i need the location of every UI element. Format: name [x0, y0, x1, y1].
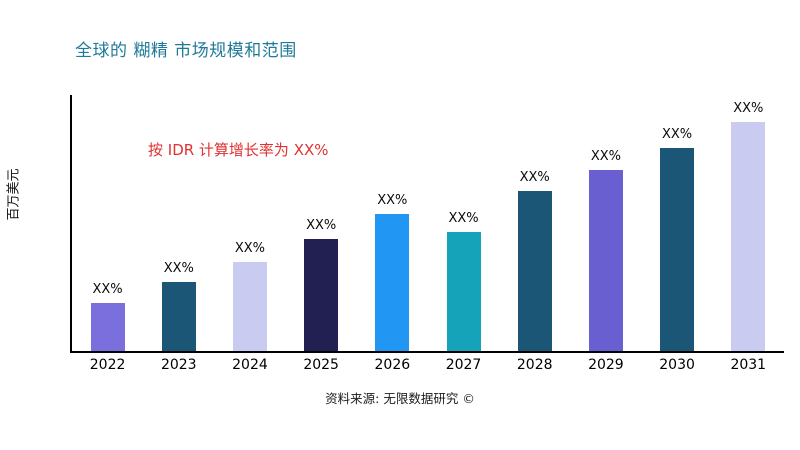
x-tick-2025: 2025: [303, 357, 339, 373]
x-tick-2022: 2022: [89, 357, 126, 373]
y-axis-label: 百万美元: [6, 168, 22, 221]
bar: [161, 282, 196, 351]
bar-value-label: XX%: [377, 193, 408, 208]
plot-area: 按 IDR 计算增长率为 XX% XX% XX% XX% XX% XX% XX% XX% XX…: [70, 95, 784, 353]
x-tick-2023: 2023: [160, 357, 197, 373]
bar: [731, 122, 766, 351]
bar: [304, 239, 339, 351]
bar-value-label: XX%: [662, 127, 693, 142]
x-tick-2028: 2028: [516, 357, 553, 373]
x-tick-2024: 2024: [232, 357, 268, 373]
bar-group-2026: XX%: [357, 193, 428, 351]
bar-group-2025: XX%: [286, 218, 357, 351]
x-tick-2029: 2029: [588, 357, 624, 373]
bar: [660, 148, 695, 351]
chart-title: 全球的 糊精 市场规模和范围: [75, 41, 297, 61]
bar-value-label: XX%: [590, 149, 621, 164]
bar-value-label: XX%: [92, 282, 123, 297]
growth-annotation: 按 IDR 计算增长率为 XX%: [148, 141, 329, 159]
bar-value-label: XX%: [733, 101, 764, 116]
x-axis-ticks: 2022 2023 2024 2025 2026 2027 2028 2029 2030 2031: [72, 357, 784, 373]
bar-group-2031: XX%: [713, 101, 784, 351]
bar: [588, 170, 623, 351]
bar: [375, 214, 410, 351]
bar: [446, 232, 481, 351]
bar: [90, 303, 125, 351]
bar-group-2024: XX%: [214, 241, 285, 351]
x-tick-2026: 2026: [374, 357, 411, 373]
bars-container: XX% XX% XX% XX% XX% XX% XX% XX% XX% XX%: [72, 95, 784, 351]
bar-group-2028: XX%: [499, 170, 570, 351]
bar-group-2027: XX%: [428, 211, 499, 351]
bar-value-label: XX%: [519, 170, 550, 185]
bar-group-2022: XX%: [72, 282, 143, 351]
bar-value-label: XX%: [234, 241, 266, 256]
source-caption: 资料来源: 无限数据研究 ©: [325, 391, 475, 406]
bar: [517, 191, 552, 351]
x-tick-2027: 2027: [445, 357, 482, 373]
bar-group-2023: XX%: [143, 261, 214, 351]
x-tick-2031: 2031: [730, 357, 767, 373]
bar-group-2029: XX%: [570, 149, 641, 351]
bar: [232, 262, 267, 351]
bar-value-label: XX%: [448, 211, 479, 226]
x-tick-2030: 2030: [659, 357, 695, 373]
bar-group-2030: XX%: [642, 127, 713, 351]
bar-value-label: XX%: [306, 218, 337, 233]
bar-value-label: XX%: [163, 261, 194, 276]
